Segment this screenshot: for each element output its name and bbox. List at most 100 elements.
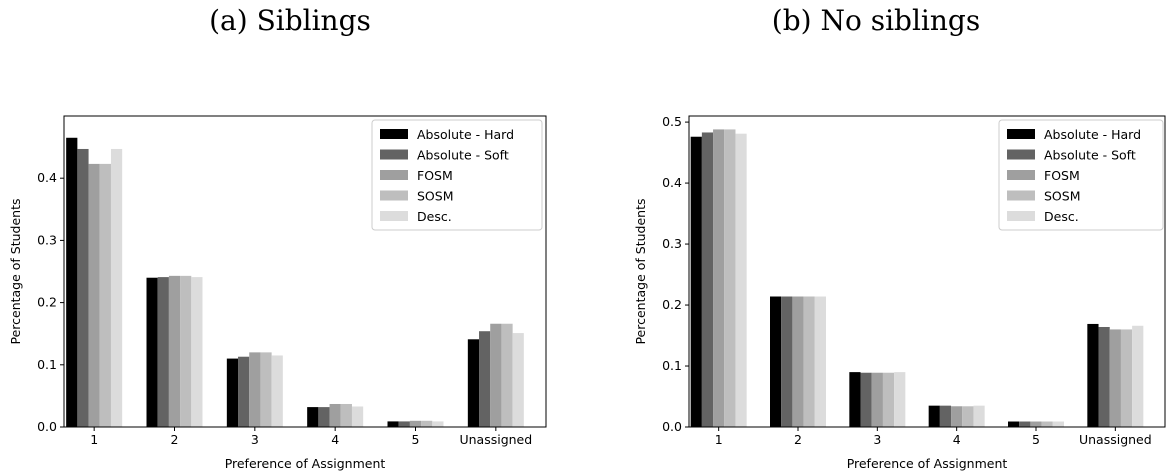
bar-3-series-1 <box>226 358 239 427</box>
bar-1-series-5 <box>735 133 747 427</box>
legend: Absolute - Hard Absolute - Soft FOSM SOSM De… <box>998 119 1164 231</box>
bar-1-series-5 <box>110 148 123 427</box>
bar-1-series-3 <box>713 129 725 427</box>
legend: Absolute - Hard Absolute - Soft FOSM SOSM De… <box>371 119 543 231</box>
bar-1-series-4 <box>724 129 736 427</box>
bar-1-series-2 <box>701 132 714 427</box>
y-tick-label: 0.3 <box>662 236 682 251</box>
bar-5-series-4 <box>421 420 433 427</box>
bar-3-series-5 <box>894 372 906 427</box>
y-tick-label: 0.2 <box>37 295 57 310</box>
bar-5-series-1 <box>387 421 399 427</box>
x-tick-label: 4 <box>331 432 339 447</box>
x-tick-label: 1 <box>90 432 98 447</box>
bar-unassigned-series-2 <box>1098 326 1110 427</box>
bar-3-series-2 <box>238 356 250 427</box>
chart-panel-1: 0.0 0.1 0.2 0.3 0.4 1 2 3 4 5 Unassigned Preference… <box>8 115 547 471</box>
x-tick-label: Unassigned <box>459 432 532 447</box>
bar-4-series-3 <box>951 406 963 427</box>
legend-swatch-4 <box>380 190 408 201</box>
legend-swatch-3 <box>1007 170 1035 180</box>
legend-label-3: FOSM <box>417 168 453 183</box>
bar-3-series-1 <box>849 372 861 427</box>
bar-4-series-5 <box>351 406 364 427</box>
bar-5-series-5 <box>432 421 444 427</box>
bar-2-series-5 <box>191 277 203 427</box>
bar-1-series-2 <box>77 148 89 427</box>
bar-2-series-4 <box>180 275 192 427</box>
x-axis-label: Preference of Assignment <box>847 456 1008 471</box>
bar-unassigned-series-4 <box>501 323 513 427</box>
bar-5-series-2 <box>398 421 410 427</box>
bar-5-series-2 <box>1019 421 1031 427</box>
x-tick-label: Unassigned <box>1079 432 1152 447</box>
bar-3-series-5 <box>271 355 283 427</box>
bar-2-series-3 <box>792 296 804 427</box>
y-tick-label: 0.4 <box>662 175 682 190</box>
legend-swatch-5 <box>1007 211 1035 221</box>
bar-unassigned-series-5 <box>512 333 524 427</box>
legend-label-5: Desc. <box>417 209 452 224</box>
legend-box <box>998 119 1164 231</box>
legend-label-1: Absolute - Hard <box>417 127 514 142</box>
bar-3-series-4 <box>882 372 895 427</box>
plot-frame <box>63 115 547 428</box>
bar-1-series-1 <box>66 137 78 427</box>
bar-unassigned-series-3 <box>490 323 502 427</box>
legend-label-4: SOSM <box>1044 189 1081 204</box>
legend-swatch-1 <box>380 129 408 139</box>
bar-unassigned-series-2 <box>479 331 491 427</box>
legend-label-5: Desc. <box>1044 209 1079 224</box>
bar-1-series-3 <box>88 163 100 428</box>
legend-swatch-4 <box>1007 190 1035 201</box>
bar-4-series-1 <box>928 405 940 427</box>
bar-unassigned-series-1 <box>467 339 480 427</box>
x-tick-label: 4 <box>953 432 961 447</box>
legend-swatch-2 <box>380 149 408 160</box>
bar-3-series-3 <box>871 372 883 427</box>
x-axis-label: Preference of Assignment <box>225 456 386 471</box>
bar-2-series-3 <box>168 275 181 427</box>
legend-swatch-1 <box>1007 129 1035 139</box>
bar-unassigned-series-1 <box>1087 323 1099 427</box>
y-axis-label: Percentage of Students <box>8 198 23 344</box>
y-tick-label: 0.1 <box>37 357 57 372</box>
legend-swatch-2 <box>1007 149 1035 160</box>
bar-2-series-1 <box>146 277 158 427</box>
bar-2-series-2 <box>157 277 169 427</box>
bar-5-series-3 <box>1030 421 1042 427</box>
legend-label-2: Absolute - Soft <box>1044 148 1136 163</box>
x-tick-label: 1 <box>715 432 723 447</box>
plot-frame <box>688 115 1166 428</box>
caption-siblings: (a) Siblings <box>209 4 371 37</box>
legend-box <box>371 119 543 231</box>
bar-2-series-1 <box>770 296 782 427</box>
y-tick-label: 0.3 <box>37 232 57 247</box>
bar-4-series-3 <box>329 403 341 427</box>
bar-3-series-3 <box>249 352 261 427</box>
y-tick-label: 0.0 <box>37 419 57 434</box>
bar-5-series-3 <box>409 420 422 427</box>
bar-unassigned-series-4 <box>1120 329 1133 427</box>
bar-4-series-4 <box>962 406 974 427</box>
x-tick-label: 5 <box>1032 432 1040 447</box>
bar-5-series-1 <box>1008 421 1020 427</box>
legend-label-3: FOSM <box>1044 168 1080 183</box>
bar-1-series-4 <box>99 163 111 428</box>
bar-2-series-4 <box>803 296 815 427</box>
y-tick-label: 0.0 <box>662 419 682 434</box>
x-tick-label: 2 <box>171 432 179 447</box>
bar-2-series-5 <box>814 296 826 427</box>
bar-4-series-4 <box>340 403 352 427</box>
x-tick-label: 3 <box>873 432 881 447</box>
bar-2-series-2 <box>781 296 793 427</box>
legend-swatch-5 <box>380 211 408 221</box>
bar-1-series-1 <box>690 136 702 427</box>
bar-4-series-2 <box>318 407 330 427</box>
bar-5-series-4 <box>1041 421 1053 427</box>
bar-unassigned-series-5 <box>1132 325 1144 427</box>
y-tick-label: 0.2 <box>662 297 682 312</box>
bar-4-series-5 <box>973 405 985 427</box>
y-tick-label: 0.1 <box>662 358 682 373</box>
